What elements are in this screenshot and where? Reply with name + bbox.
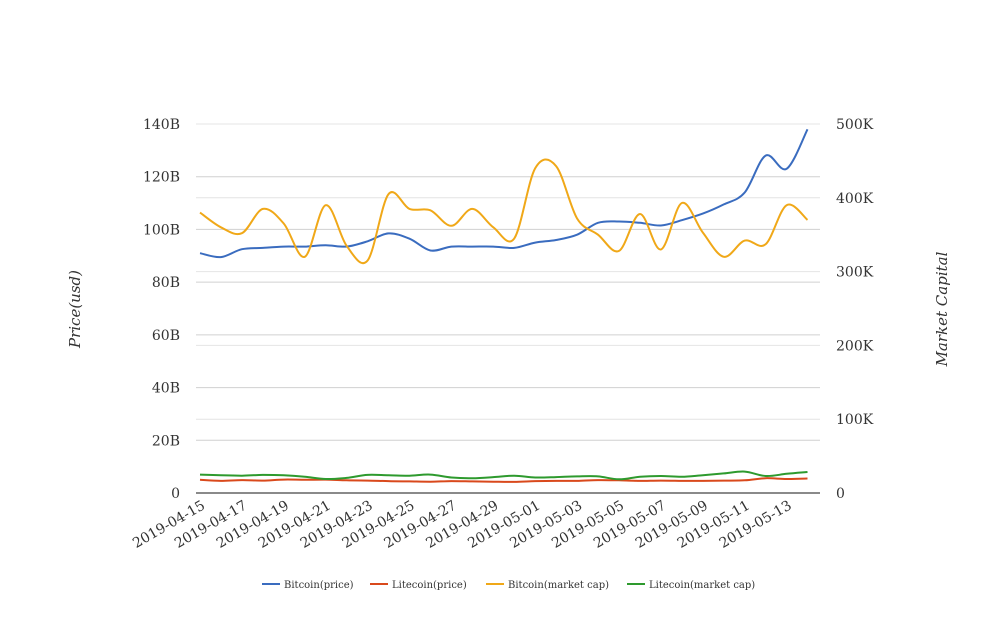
y-left-tick-label: 120B	[143, 170, 180, 186]
gridlines	[196, 123, 820, 494]
y-right-tick-label: 0	[836, 486, 845, 502]
y-left-tick-label: 20B	[152, 433, 180, 449]
legend-label-bitcoin-price: Bitcoin(price)	[284, 580, 354, 591]
y-right-tick-label: 100K	[836, 412, 874, 428]
y-right-tick-label: 500K	[836, 117, 874, 133]
y-right-tick-label: 200K	[836, 338, 874, 354]
series-line-bitcoin-market-cap	[199, 158, 809, 265]
y-right-tick-label: 400K	[836, 191, 874, 207]
series-line-bitcoin-price	[199, 128, 809, 259]
y-left-tick-label: 80B	[152, 275, 180, 291]
legend-label-litecoin-market-cap: Litecoin(market cap)	[649, 580, 755, 591]
legend: Bitcoin(price) Litecoin(price) Bitcoin(mar…	[262, 580, 755, 591]
legend-label-bitcoin-market-cap: Bitcoin(market cap)	[508, 580, 609, 591]
series-line-litecoin-market-cap	[199, 470, 808, 481]
y-left-tick-label: 100B	[143, 222, 180, 238]
legend-label-litecoin-price: Litecoin(price)	[392, 580, 467, 591]
y-left-tick-label: 140B	[143, 117, 180, 133]
y-left-tick-label: 60B	[152, 328, 180, 344]
y-right-tick-label: 300K	[836, 265, 874, 281]
y-left-axis-title: Price(usd)	[66, 270, 84, 349]
series-lines	[199, 128, 809, 483]
y-right-axis-title: Market Capital	[933, 251, 951, 367]
y-left-tick-label: 0	[171, 486, 180, 502]
y-left-tick-label: 40B	[152, 381, 180, 397]
series-line-litecoin-price	[199, 477, 808, 483]
